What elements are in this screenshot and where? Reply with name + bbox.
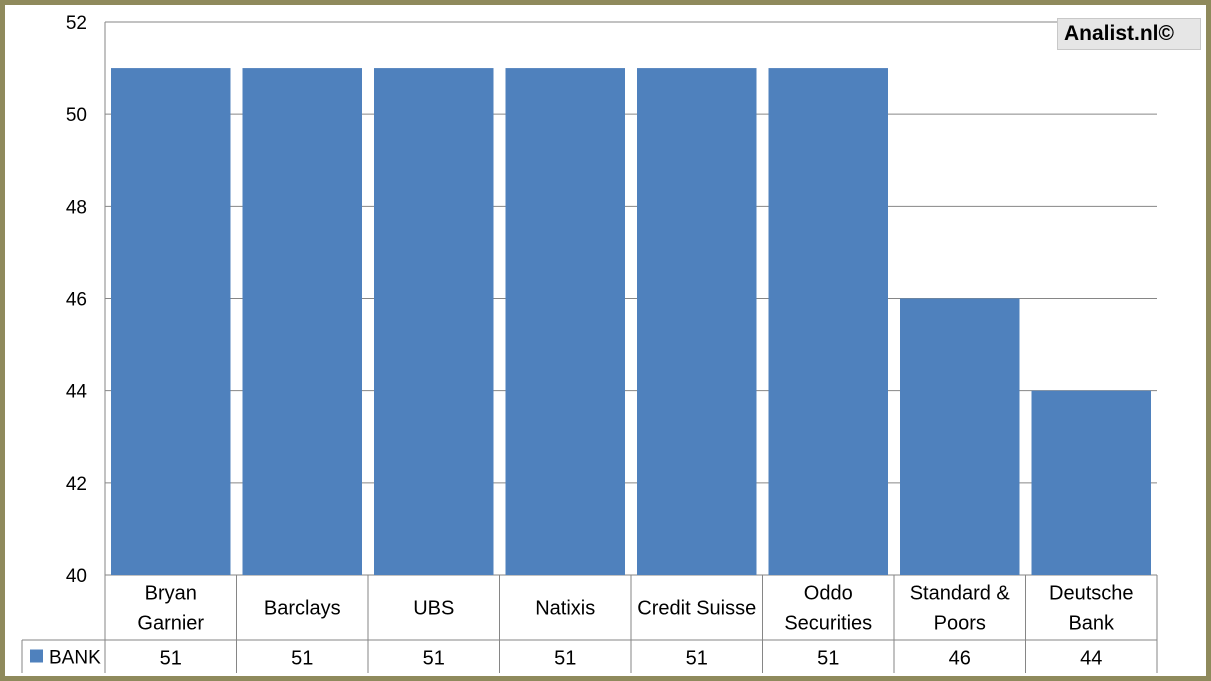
bar [374,68,494,576]
x-category-label: Natixis [535,598,595,620]
y-tick-label: 48 [66,197,87,218]
data-label: 51 [817,648,839,670]
bar [242,68,362,576]
bar [900,298,1020,575]
x-category-label: Bank [1068,613,1115,635]
x-category-label: Bryan [145,583,197,605]
y-tick-label: 50 [66,105,87,126]
y-tick-label: 40 [66,566,87,587]
x-category-label: Garnier [137,613,204,635]
legend-label: BANK [49,648,101,669]
data-label: 51 [291,648,313,670]
watermark-logo: Analist.nl© [1057,18,1201,50]
x-category-label: Standard & [910,583,1011,605]
data-label: 46 [949,648,971,670]
data-label: 44 [1080,648,1102,670]
x-category-label: Barclays [264,598,341,620]
x-category-label: Securities [784,613,872,635]
y-tick-label: 52 [66,13,87,34]
bar [111,68,231,576]
y-tick-label: 42 [66,474,87,495]
legend-key [30,649,43,663]
x-category-label: Poors [934,613,986,635]
bar [1031,390,1151,575]
x-category-label: Credit Suisse [637,598,756,620]
bar [637,68,757,576]
x-category-label: UBS [413,598,454,620]
y-tick-label: 46 [66,290,87,311]
data-label: 51 [686,648,708,670]
data-label: 51 [554,648,576,670]
bar [505,68,625,576]
bar [768,68,888,576]
bar-chart: 40 42 44 46 48 50 52 Bryan Garnier Barclays UBS Nat… [21,13,1158,673]
x-category-label: Deutsche [1049,583,1134,605]
y-tick-label: 44 [66,382,88,403]
x-category-label: Oddo [804,583,853,605]
data-label: 51 [160,648,182,670]
data-label: 51 [423,648,445,670]
